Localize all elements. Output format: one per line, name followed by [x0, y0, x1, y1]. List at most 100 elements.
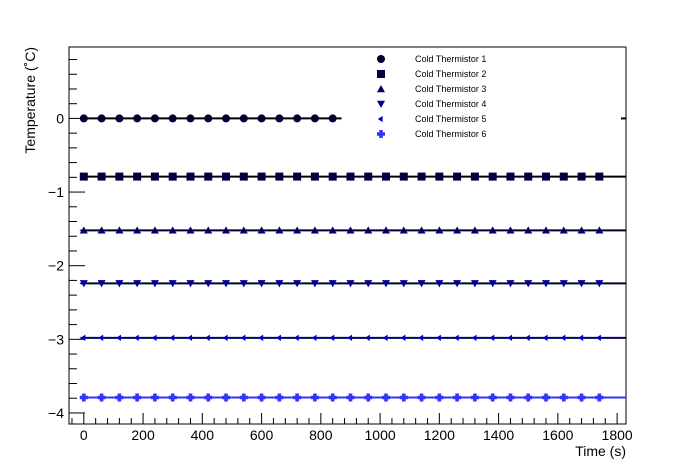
data-point: [97, 393, 106, 402]
y-tick-label: −4: [48, 405, 64, 421]
data-point: [168, 172, 177, 181]
data-point: [293, 280, 302, 288]
data-point: [204, 114, 213, 123]
data-point: [275, 114, 284, 123]
x-tick-label: 1400: [483, 427, 514, 443]
data-point: [346, 393, 355, 402]
data-point: [417, 393, 426, 402]
data-point: [151, 334, 157, 342]
data-point: [150, 172, 159, 181]
data-point: [577, 226, 586, 234]
data-point: [542, 280, 551, 288]
data-point: [79, 172, 88, 181]
data-point: [364, 172, 373, 181]
data-point: [204, 172, 213, 181]
data-point: [115, 114, 124, 123]
data-point: [577, 172, 586, 181]
data-point: [506, 226, 515, 234]
x-tick-label: 800: [309, 427, 333, 443]
data-point: [595, 226, 604, 234]
data-point: [97, 114, 106, 123]
data-point: [133, 280, 142, 288]
data-point: [257, 393, 266, 402]
data-point: [453, 334, 459, 342]
data-point: [186, 280, 195, 288]
legend-label: Cold Thermistor 3: [415, 84, 486, 94]
data-point: [275, 226, 284, 234]
data-point: [310, 114, 319, 123]
series-3: [79, 226, 626, 234]
x-tick-label: 1200: [424, 427, 455, 443]
data-point: [293, 334, 299, 342]
data-point: [133, 226, 142, 234]
legend-label: Cold Thermistor 5: [415, 114, 486, 124]
data-point: [399, 172, 408, 181]
data-point: [205, 334, 210, 342]
data-point: [542, 334, 548, 342]
data-point: [382, 226, 391, 234]
y-tick-label: 0: [56, 110, 64, 126]
data-point: [435, 172, 444, 181]
data-point: [275, 172, 284, 181]
data-point: [133, 393, 142, 402]
data-point: [577, 280, 586, 288]
data-point: [328, 172, 337, 181]
data-point: [559, 393, 568, 402]
data-point: [222, 334, 228, 342]
data-point: [115, 172, 124, 181]
legend-label: Cold Thermistor 1: [415, 54, 486, 64]
data-point: [258, 334, 264, 342]
data-point: [204, 393, 213, 402]
data-point: [133, 172, 142, 181]
data-point: [399, 393, 408, 402]
x-tick-label: 1000: [365, 427, 396, 443]
data-point: [222, 226, 231, 234]
data-point: [293, 172, 302, 181]
data-point: [506, 393, 515, 402]
data-point: [346, 280, 355, 288]
data-point: [400, 334, 406, 342]
data-point: [204, 280, 213, 288]
data-point: [239, 280, 248, 288]
legend-item: Cold Thermistor 4: [377, 99, 486, 109]
data-point: [98, 334, 104, 342]
data-point: [471, 334, 477, 342]
y-axis-title: Temperature (˚C): [22, 47, 38, 154]
data-point: [168, 280, 177, 288]
data-point: [453, 393, 462, 402]
data-point: [595, 393, 604, 402]
data-point: [488, 280, 497, 288]
data-point: [382, 172, 391, 181]
series-1: [79, 114, 342, 123]
data-point: [470, 280, 479, 288]
data-point: [524, 393, 533, 402]
data-point: [488, 226, 497, 234]
data-point: [435, 280, 444, 288]
data-point: [328, 226, 337, 234]
data-point: [275, 393, 284, 402]
data-point: [168, 226, 177, 234]
data-point: [133, 114, 142, 123]
data-point: [506, 172, 515, 181]
data-point: [257, 114, 266, 123]
legend-marker: [377, 130, 385, 138]
data-point: [470, 172, 479, 181]
x-tick-label: 0: [80, 427, 88, 443]
x-tick-label: 400: [191, 427, 215, 443]
data-point: [418, 334, 424, 342]
data-point: [310, 172, 319, 181]
data-point: [453, 226, 462, 234]
data-point: [186, 172, 195, 181]
data-point: [329, 334, 335, 342]
x-tick-label: 600: [250, 427, 274, 443]
data-point: [239, 393, 248, 402]
data-point: [79, 393, 88, 402]
data-point: [79, 280, 88, 288]
legend-label: Cold Thermistor 4: [415, 99, 486, 109]
data-point: [595, 280, 604, 288]
legend-item: Cold Thermistor 5: [377, 114, 486, 124]
data-point: [79, 114, 88, 123]
data-point: [133, 334, 139, 342]
data-point: [506, 280, 515, 288]
legend-marker: [377, 115, 383, 123]
